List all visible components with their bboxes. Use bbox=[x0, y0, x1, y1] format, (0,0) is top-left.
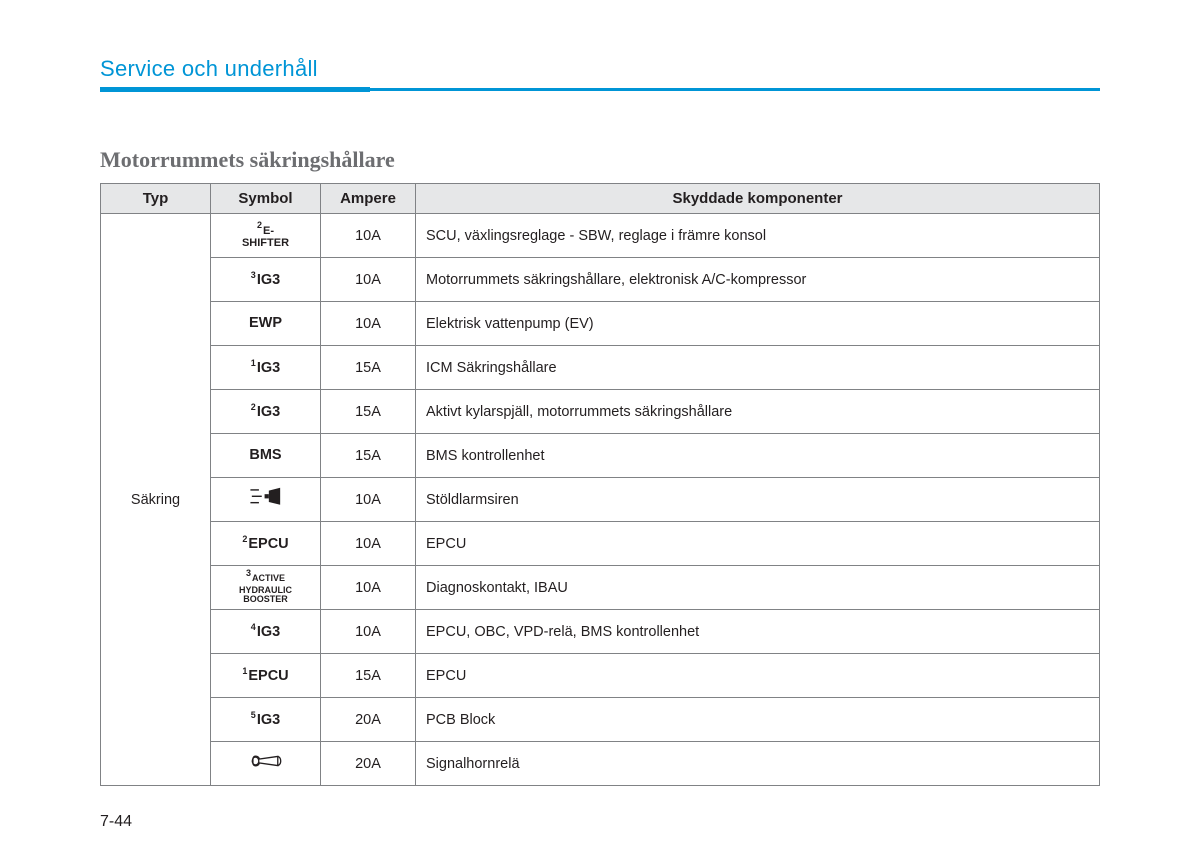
symbol-cell: 1IG3 bbox=[211, 346, 321, 390]
symbol-cell: EWP bbox=[211, 302, 321, 346]
desc-cell: BMS kontrollenhet bbox=[416, 434, 1100, 478]
table-row: EWP10AElektrisk vattenpump (EV) bbox=[101, 302, 1100, 346]
desc-cell: PCB Block bbox=[416, 698, 1100, 742]
desc-cell: Aktivt kylarspjäll, motorrummets säkring… bbox=[416, 390, 1100, 434]
table-row: 5IG320APCB Block bbox=[101, 698, 1100, 742]
table-row: 1EPCU15AEPCU bbox=[101, 654, 1100, 698]
ampere-cell: 10A bbox=[321, 522, 416, 566]
desc-cell: Signalhornrelä bbox=[416, 742, 1100, 786]
ampere-cell: 10A bbox=[321, 214, 416, 258]
table-row: Säkring2E-SHIFTER10ASCU, växlingsreglage… bbox=[101, 214, 1100, 258]
th-typ: Typ bbox=[101, 184, 211, 214]
ampere-cell: 10A bbox=[321, 478, 416, 522]
ampere-cell: 20A bbox=[321, 698, 416, 742]
siren-icon bbox=[249, 486, 283, 508]
table-row: 3ACTIVEHYDRAULICBOOSTER10ADiagnoskontakt… bbox=[101, 566, 1100, 610]
desc-cell: EPCU bbox=[416, 654, 1100, 698]
symbol-cell bbox=[211, 478, 321, 522]
table-row: 2EPCU10AEPCU bbox=[101, 522, 1100, 566]
symbol-cell: 3ACTIVEHYDRAULICBOOSTER bbox=[211, 566, 321, 610]
ampere-cell: 10A bbox=[321, 302, 416, 346]
symbol-cell: 2EPCU bbox=[211, 522, 321, 566]
th-ampere: Ampere bbox=[321, 184, 416, 214]
fuse-table: Typ Symbol Ampere Skyddade komponenter S… bbox=[100, 183, 1100, 786]
th-symbol: Symbol bbox=[211, 184, 321, 214]
rule-thick bbox=[100, 87, 370, 92]
ampere-cell: 10A bbox=[321, 258, 416, 302]
subheading: Motorrummets säkringshållare bbox=[100, 147, 1100, 173]
symbol-cell: 5IG3 bbox=[211, 698, 321, 742]
symbol-cell: 1EPCU bbox=[211, 654, 321, 698]
typ-cell: Säkring bbox=[101, 214, 211, 786]
desc-cell: EPCU, OBC, VPD-relä, BMS kontrollenhet bbox=[416, 610, 1100, 654]
section-rule bbox=[100, 88, 1100, 91]
table-row: 4IG310AEPCU, OBC, VPD-relä, BMS kontroll… bbox=[101, 610, 1100, 654]
ampere-cell: 15A bbox=[321, 434, 416, 478]
table-row: 2IG315AAktivt kylarspjäll, motorrummets … bbox=[101, 390, 1100, 434]
section-title: Service och underhåll bbox=[100, 56, 1100, 82]
desc-cell: Diagnoskontakt, IBAU bbox=[416, 566, 1100, 610]
desc-cell: ICM Säkringshållare bbox=[416, 346, 1100, 390]
page-number: 7-44 bbox=[100, 813, 132, 831]
desc-cell: Motorrummets säkringshållare, elektronis… bbox=[416, 258, 1100, 302]
table-header-row: Typ Symbol Ampere Skyddade komponenter bbox=[101, 184, 1100, 214]
ampere-cell: 15A bbox=[321, 390, 416, 434]
symbol-cell bbox=[211, 742, 321, 786]
symbol-cell: BMS bbox=[211, 434, 321, 478]
table-row: 10AStöldlarmsiren bbox=[101, 478, 1100, 522]
table-row: 1IG315AICM Säkringshållare bbox=[101, 346, 1100, 390]
symbol-cell: 2IG3 bbox=[211, 390, 321, 434]
table-row: 3IG310AMotorrummets säkringshållare, ele… bbox=[101, 258, 1100, 302]
desc-cell: SCU, växlingsreglage - SBW, reglage i fr… bbox=[416, 214, 1100, 258]
horn-icon bbox=[249, 750, 283, 772]
desc-cell: EPCU bbox=[416, 522, 1100, 566]
desc-cell: Elektrisk vattenpump (EV) bbox=[416, 302, 1100, 346]
th-desc: Skyddade komponenter bbox=[416, 184, 1100, 214]
table-row: BMS15ABMS kontrollenhet bbox=[101, 434, 1100, 478]
symbol-cell: 4IG3 bbox=[211, 610, 321, 654]
desc-cell: Stöldlarmsiren bbox=[416, 478, 1100, 522]
ampere-cell: 10A bbox=[321, 610, 416, 654]
ampere-cell: 10A bbox=[321, 566, 416, 610]
rule-thin bbox=[370, 89, 1100, 90]
ampere-cell: 20A bbox=[321, 742, 416, 786]
symbol-cell: 2E-SHIFTER bbox=[211, 214, 321, 258]
symbol-cell: 3IG3 bbox=[211, 258, 321, 302]
table-row: 20ASignalhornrelä bbox=[101, 742, 1100, 786]
ampere-cell: 15A bbox=[321, 654, 416, 698]
ampere-cell: 15A bbox=[321, 346, 416, 390]
